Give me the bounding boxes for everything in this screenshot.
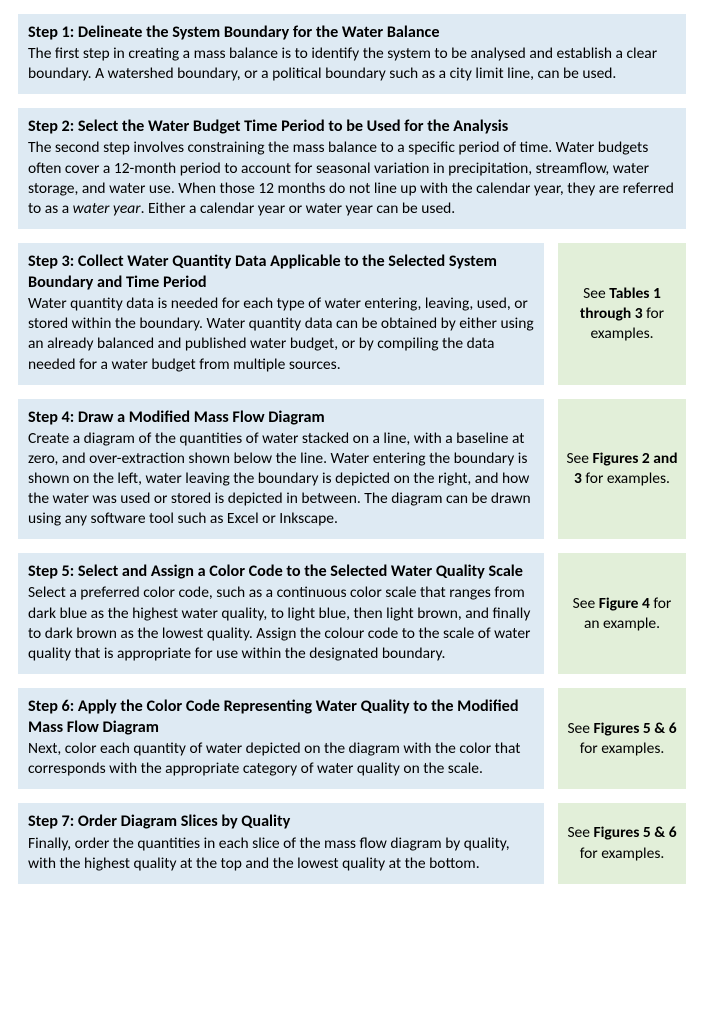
step-title: Step 6: Apply the Color Code Representin…	[28, 696, 534, 738]
reference-box: See Figure 4 for an example.	[558, 553, 686, 674]
step-box: Step 1: Delineate the System Boundary fo…	[18, 14, 686, 94]
step-body: The second step involves constraining th…	[28, 138, 676, 219]
step-body: Water quantity data is needed for each t…	[28, 294, 534, 375]
step-row: Step 2: Select the Water Budget Time Per…	[18, 108, 686, 229]
step-row: Step 7: Order Diagram Slices by QualityF…	[18, 803, 686, 883]
step-title: Step 2: Select the Water Budget Time Per…	[28, 116, 676, 137]
step-title: Step 7: Order Diagram Slices by Quality	[28, 811, 534, 832]
reference-box: See Figures 2 and 3 for examples.	[558, 399, 686, 540]
step-row: Step 5: Select and Assign a Color Code t…	[18, 553, 686, 674]
step-box: Step 4: Draw a Modified Mass Flow Diagra…	[18, 399, 544, 540]
steps-container: Step 1: Delineate the System Boundary fo…	[18, 14, 686, 884]
step-box: Step 2: Select the Water Budget Time Per…	[18, 108, 686, 229]
step-title: Step 4: Draw a Modified Mass Flow Diagra…	[28, 407, 534, 428]
step-row: Step 1: Delineate the System Boundary fo…	[18, 14, 686, 94]
step-title: Step 3: Collect Water Quantity Data Appl…	[28, 251, 534, 293]
step-body: Create a diagram of the quantities of wa…	[28, 429, 534, 530]
reference-box: See Figures 5 & 6 for examples.	[558, 803, 686, 883]
step-title: Step 1: Delineate the System Boundary fo…	[28, 22, 676, 43]
step-row: Step 4: Draw a Modified Mass Flow Diagra…	[18, 399, 686, 540]
step-box: Step 5: Select and Assign a Color Code t…	[18, 553, 544, 674]
step-body: Finally, order the quantities in each sl…	[28, 834, 534, 874]
step-row: Step 3: Collect Water Quantity Data Appl…	[18, 243, 686, 385]
step-body: Next, color each quantity of water depic…	[28, 739, 534, 779]
step-box: Step 6: Apply the Color Code Representin…	[18, 688, 544, 789]
step-title: Step 5: Select and Assign a Color Code t…	[28, 561, 534, 582]
step-body: The first step in creating a mass balanc…	[28, 44, 676, 84]
step-box: Step 7: Order Diagram Slices by QualityF…	[18, 803, 544, 883]
reference-box: See Tables 1 through 3 for examples.	[558, 243, 686, 385]
reference-box: See Figures 5 & 6for examples.	[558, 688, 686, 789]
step-body: Select a preferred color code, such as a…	[28, 583, 534, 664]
step-row: Step 6: Apply the Color Code Representin…	[18, 688, 686, 789]
step-box: Step 3: Collect Water Quantity Data Appl…	[18, 243, 544, 385]
